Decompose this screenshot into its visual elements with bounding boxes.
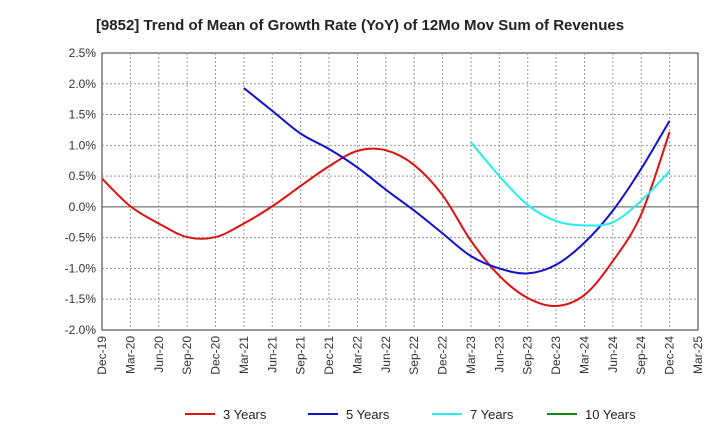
y-tick-label: 0.0% [69,200,97,214]
y-tick-label: 1.5% [69,108,97,122]
x-tick-label: Sep-22 [407,336,421,375]
x-tick-label: Sep-20 [180,336,194,375]
legend-label-5-years: 5 Years [346,407,390,422]
x-tick-label: Dec-21 [322,336,336,375]
x-tick-label: Mar-24 [577,336,591,374]
x-axis-ticks: Dec-19 Mar-20 Jun-20 Sep-20 Dec-20 Mar-21 Jun-… [95,336,705,375]
x-tick-label: Jun-21 [265,336,279,373]
y-tick-label: -1.5% [65,292,97,306]
series-line-7-years [470,141,671,227]
x-tick-label: Sep-24 [634,336,648,375]
legend-label-10-years: 10 Years [585,407,636,422]
x-tick-label: Sep-21 [294,336,308,375]
x-tick-label: Mar-23 [464,336,478,374]
legend: 3 Years 5 Years 7 Years 10 Years [185,407,636,422]
x-tick-label: Dec-23 [549,336,563,375]
plot-area [101,52,699,331]
y-tick-label: 2.0% [69,77,97,91]
x-tick-label: Mar-25 [691,336,705,374]
y-axis-ticks: 2.5% 2.0% 1.5% 1.0% 0.5% 0.0% -0.5% -1.0% -1.5% -… [65,46,97,337]
x-tick-label: Dec-24 [663,336,677,375]
series-line-3-years [101,131,671,308]
x-tick-label: Dec-22 [436,336,450,375]
y-tick-label: 2.5% [69,46,97,60]
x-tick-label: Jun-24 [606,336,620,373]
x-tick-label: Mar-21 [237,336,251,374]
x-tick-label: Mar-20 [123,336,137,374]
y-tick-label: 0.5% [69,169,97,183]
x-tick-label: Dec-19 [95,336,109,375]
x-tick-label: Sep-23 [521,336,535,375]
x-tick-label: Jun-22 [379,336,393,373]
y-tick-label: -0.5% [65,231,97,245]
grid-lines [102,53,698,330]
x-tick-label: Mar-22 [350,336,364,374]
legend-label-3-years: 3 Years [223,407,267,422]
x-tick-label: Jun-23 [492,336,506,373]
y-tick-label: -1.0% [65,261,97,275]
x-tick-label: Jun-20 [152,336,166,373]
x-tick-label: Dec-20 [209,336,223,375]
series-lines [101,87,671,308]
chart-title: [9852] Trend of Mean of Growth Rate (YoY… [96,17,624,34]
legend-label-7-years: 7 Years [470,407,514,422]
plot-border [101,52,699,331]
y-tick-label: -2.0% [65,323,97,337]
series-line-5-years [243,87,671,275]
y-tick-label: 1.0% [69,138,97,152]
